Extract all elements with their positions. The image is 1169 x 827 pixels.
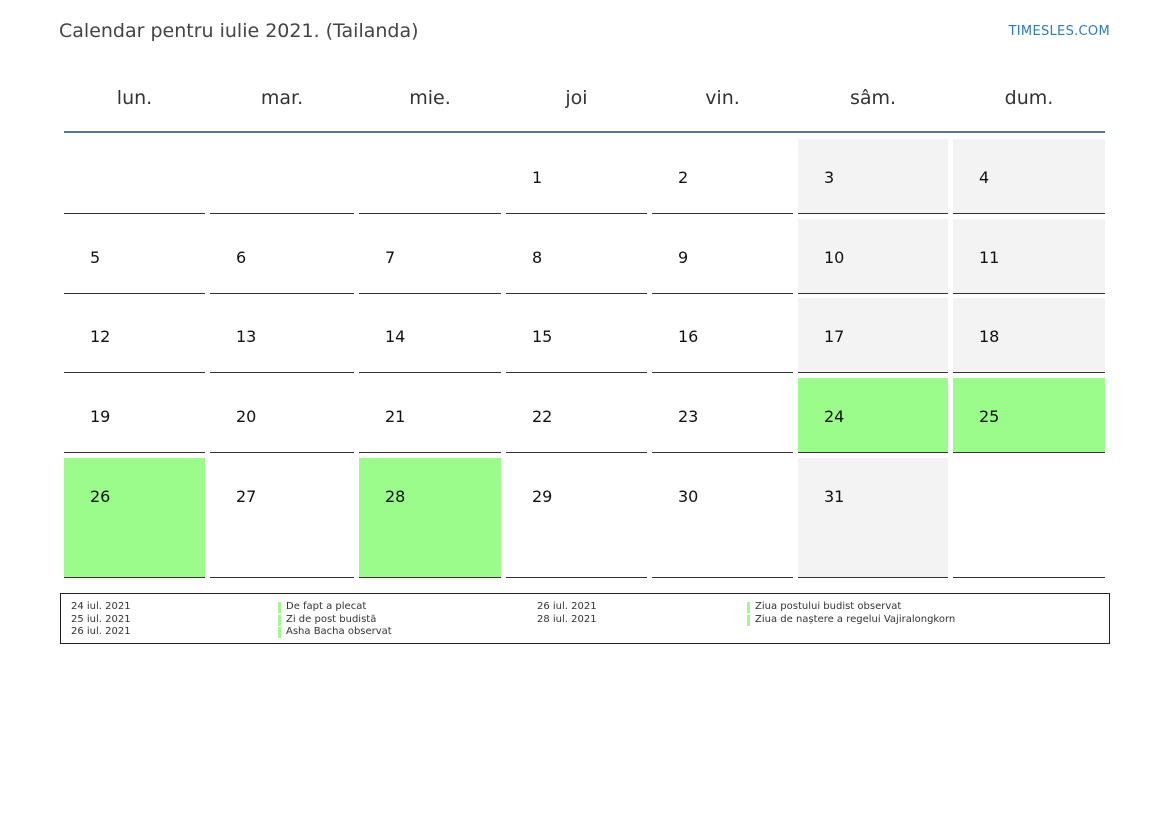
legend-date: 26 iul. 2021 [537, 601, 597, 612]
day-number: 24 [824, 407, 845, 426]
day-number: 22 [532, 407, 553, 426]
holiday-day-cell[interactable]: 25 [953, 378, 1105, 453]
day-cell[interactable]: 14 [359, 298, 501, 373]
legend-date: 26 iul. 2021 [71, 626, 131, 637]
day-cell[interactable]: 3 [798, 139, 948, 214]
day-number: 11 [979, 248, 1000, 267]
day-cell[interactable]: 16 [652, 298, 793, 373]
header-divider [64, 131, 1105, 133]
day-number: 26 [90, 487, 111, 506]
day-number: 30 [678, 487, 699, 506]
day-number: 7 [385, 248, 396, 267]
day-cell[interactable]: 1 [506, 139, 647, 214]
day-cell[interactable]: 2 [652, 139, 793, 214]
day-cell[interactable]: 12 [64, 298, 205, 373]
day-number: 6 [236, 248, 247, 267]
day-number: 4 [979, 168, 990, 187]
weekday-label: sâm. [849, 87, 897, 109]
holiday-day-cell[interactable]: 28 [359, 458, 501, 578]
empty-day-cell [64, 139, 205, 214]
holiday-day-cell[interactable]: 24 [798, 378, 948, 453]
day-cell[interactable]: 31 [798, 458, 948, 578]
day-cell[interactable]: 9 [652, 219, 793, 294]
day-number: 18 [979, 327, 1000, 346]
site-link[interactable]: TIMESLES.COM [1008, 24, 1110, 39]
day-cell[interactable]: 29 [506, 458, 647, 578]
day-cell[interactable]: 23 [652, 378, 793, 453]
day-cell[interactable]: 4 [953, 139, 1105, 214]
day-cell[interactable]: 7 [359, 219, 501, 294]
day-number: 1 [532, 168, 543, 187]
weekday-label: mar. [260, 87, 304, 109]
weekday-label: joi [565, 87, 588, 109]
day-cell[interactable]: 10 [798, 219, 948, 294]
day-number: 9 [678, 248, 689, 267]
legend-color-marker [747, 602, 750, 613]
day-number: 15 [532, 327, 553, 346]
weekday-label: lun. [116, 87, 153, 109]
day-cell[interactable]: 17 [798, 298, 948, 373]
day-number: 21 [385, 407, 406, 426]
weekday-label: dum. [1004, 87, 1054, 109]
day-number: 27 [236, 487, 257, 506]
legend-color-marker [278, 602, 281, 613]
day-cell[interactable]: 18 [953, 298, 1105, 373]
empty-day-cell [210, 139, 354, 214]
day-number: 14 [385, 327, 406, 346]
day-number: 10 [824, 248, 845, 267]
day-number: 28 [385, 487, 406, 506]
legend-color-marker [278, 614, 281, 626]
day-cell[interactable]: 6 [210, 219, 354, 294]
legend-color-marker [747, 614, 750, 626]
day-cell[interactable]: 20 [210, 378, 354, 453]
legend-holiday-name: Ziua postului budist observat [755, 601, 902, 612]
day-cell[interactable]: 22 [506, 378, 647, 453]
day-cell[interactable]: 21 [359, 378, 501, 453]
day-number: 2 [678, 168, 689, 187]
day-number: 20 [236, 407, 257, 426]
day-cell[interactable]: 8 [506, 219, 647, 294]
weekday-label: mie. [409, 87, 451, 109]
day-number: 23 [678, 407, 699, 426]
day-number: 8 [532, 248, 543, 267]
day-number: 13 [236, 327, 257, 346]
legend-holiday-name: De fapt a plecat [286, 601, 367, 612]
day-number: 3 [824, 168, 835, 187]
empty-day-cell [359, 139, 501, 214]
day-number: 5 [90, 248, 101, 267]
page-title: Calendar pentru iulie 2021. (Tailanda) [59, 20, 419, 42]
legend-date: 25 iul. 2021 [71, 613, 131, 625]
legend-holiday-name: Zi de post budistă [286, 613, 377, 625]
day-cell[interactable]: 30 [652, 458, 793, 578]
day-cell[interactable]: 19 [64, 378, 205, 453]
day-number: 19 [90, 407, 111, 426]
legend-holiday-name: Ziua de naștere a regelui Vajiralongkorn [755, 613, 956, 625]
day-cell[interactable]: 27 [210, 458, 354, 578]
day-cell[interactable]: 11 [953, 219, 1105, 294]
holiday-legend: 24 iul. 2021 De fapt a plecat 25 iul. 2021… [60, 593, 1110, 644]
legend-date: 28 iul. 2021 [537, 613, 597, 625]
day-number: 12 [90, 327, 111, 346]
weekday-label: vin. [705, 87, 740, 109]
day-number: 17 [824, 327, 845, 346]
holiday-day-cell[interactable]: 26 [64, 458, 205, 578]
day-cell[interactable]: 5 [64, 219, 205, 294]
legend-date: 24 iul. 2021 [71, 601, 131, 612]
day-number: 16 [678, 327, 699, 346]
day-number: 25 [979, 407, 1000, 426]
day-number: 29 [532, 487, 553, 506]
legend-color-marker [278, 627, 281, 638]
day-cell[interactable]: 13 [210, 298, 354, 373]
day-number: 31 [824, 487, 845, 506]
day-cell[interactable]: 15 [506, 298, 647, 373]
legend-holiday-name: Asha Bacha observat [286, 626, 392, 637]
empty-day-cell [953, 458, 1105, 578]
